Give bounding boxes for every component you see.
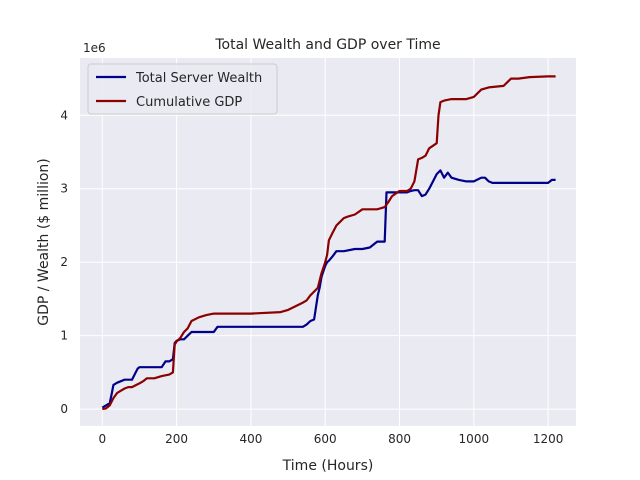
y-tick-label: 0 [60,402,68,416]
x-axis-label: Time (Hours) [282,458,374,474]
series-lines [101,75,556,411]
y-tick-label: 4 [60,108,68,122]
legend-label: Total Server Wealth [135,71,262,86]
legend-box [87,63,278,115]
x-tick-label: 200 [165,432,188,446]
y-axis-label: GDP / Wealth ($ million) [36,158,52,326]
y-tick-label: 1 [60,329,68,343]
x-tick-label: 1000 [459,432,490,446]
x-tick-label: 1200 [533,432,564,446]
tick-labels: 0 200 400 600 800 1000 1200 0 1 2 3 4 [60,108,563,446]
legend-label: Cumulative GDP [136,95,242,110]
x-tick-label: 400 [239,432,262,446]
y-tick-label: 3 [60,182,68,196]
x-tick-label: 0 [98,432,106,446]
y-offset-label: 1e6 [83,41,106,55]
series-line-0 [101,169,556,409]
x-tick-label: 600 [314,432,337,446]
y-tick-label: 2 [60,255,68,269]
x-tick-label: 800 [388,432,411,446]
legend: Total Server Wealth Cumulative GDP [87,63,278,115]
series-line-1 [102,75,556,411]
chart-title: Total Wealth and GDP over Time [214,37,440,53]
